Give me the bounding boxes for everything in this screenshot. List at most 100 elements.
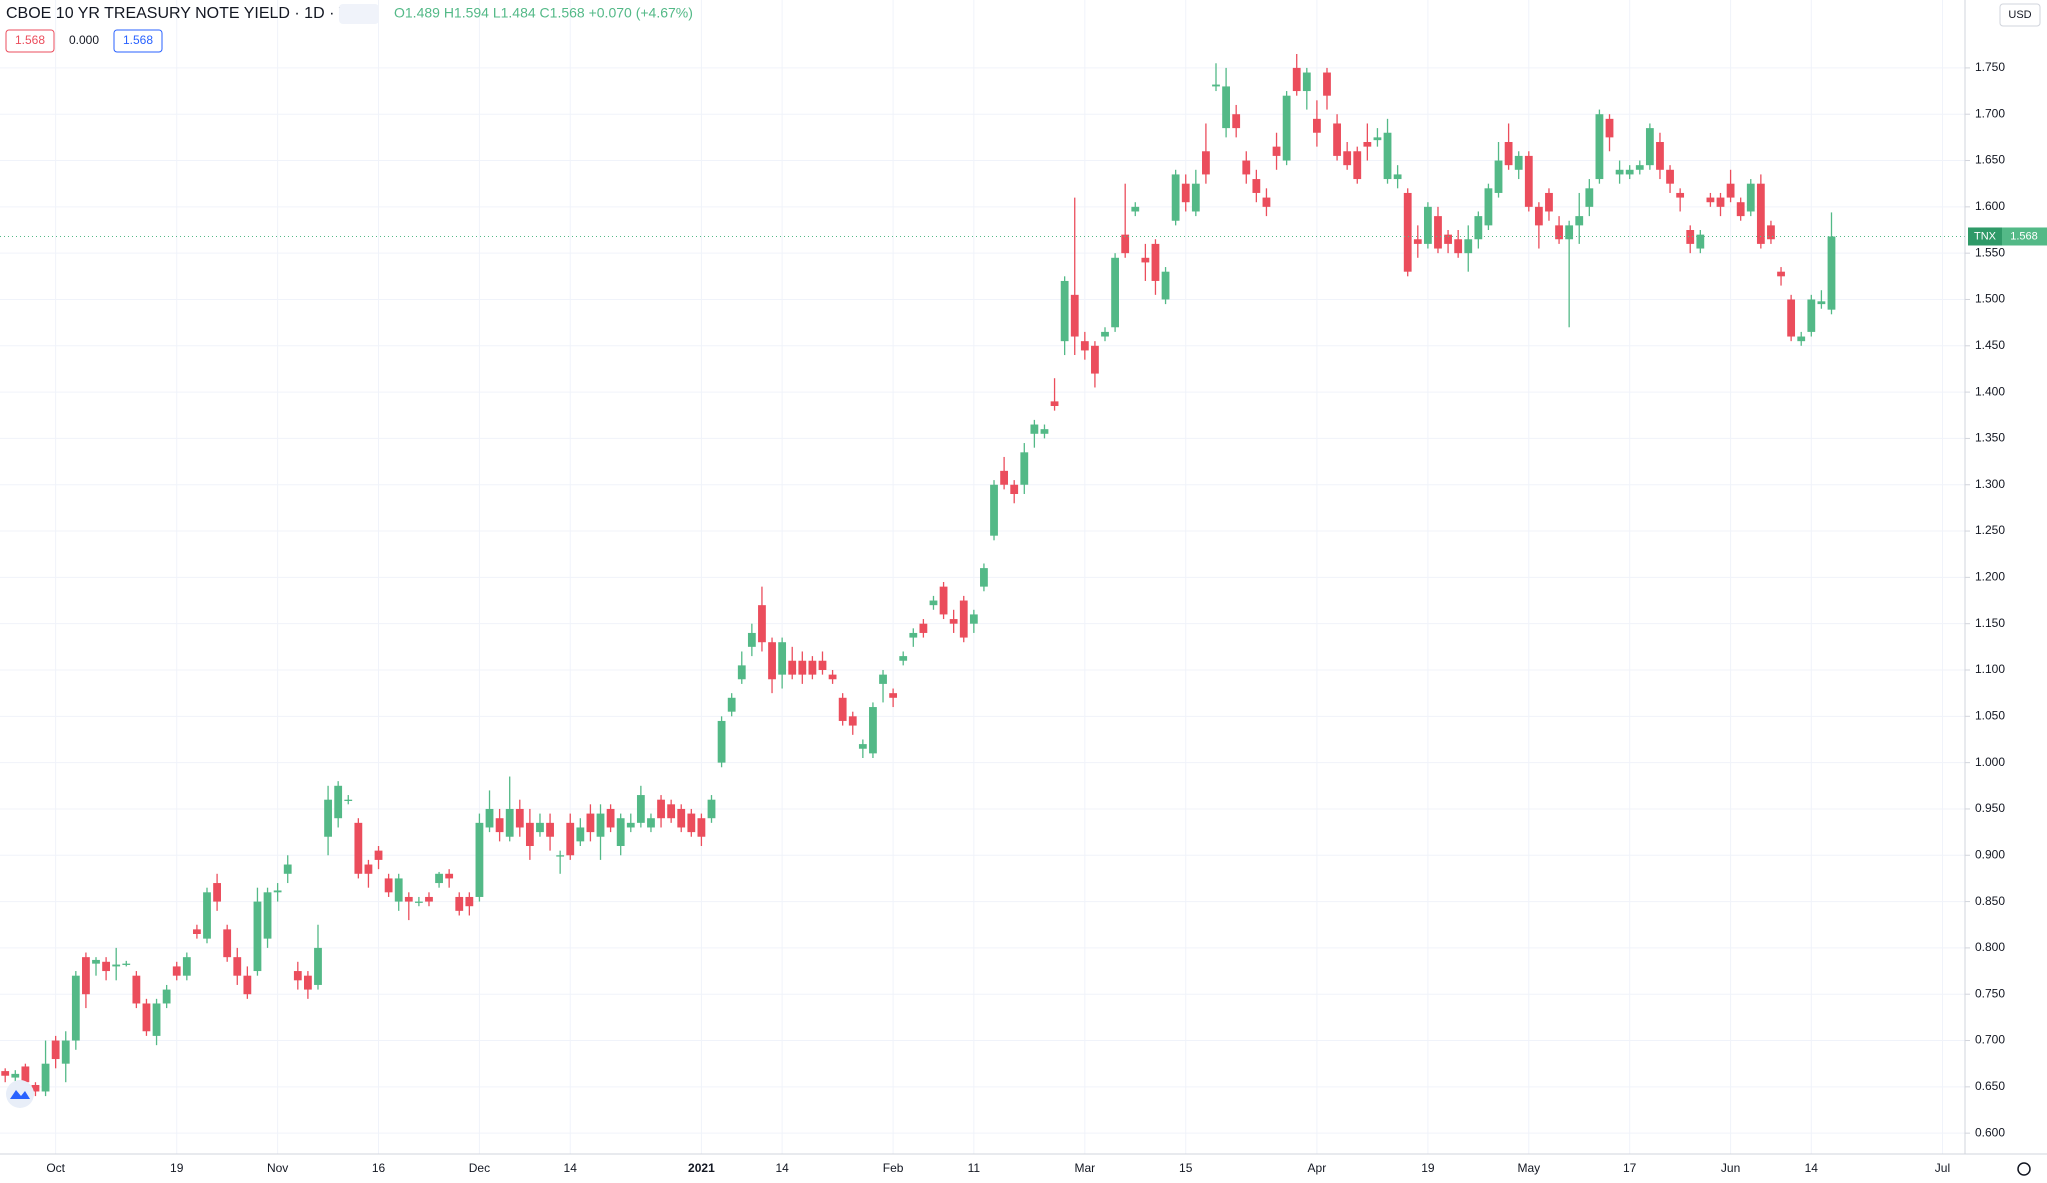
candle-body — [1212, 84, 1220, 87]
candle-body — [1232, 114, 1241, 129]
candle-body — [949, 619, 958, 624]
candle-body — [1686, 230, 1695, 244]
candle-body — [828, 674, 837, 680]
candle-body — [899, 656, 908, 661]
candle-body — [253, 901, 262, 972]
candle-body — [717, 720, 726, 763]
candle-body — [879, 674, 887, 684]
candle-body — [82, 957, 90, 995]
candle-body — [324, 799, 332, 837]
candle-body — [51, 1040, 60, 1060]
logo[interactable] — [6, 1080, 34, 1108]
candle-body — [1807, 299, 1816, 332]
chart-title: CBOE 10 YR TREASURY NOTE YIELD · 1D · TV… — [6, 5, 371, 22]
candle-body — [1666, 169, 1674, 184]
candle-body — [152, 1003, 161, 1036]
y-tick-label: 0.800 — [1975, 940, 2005, 954]
candle-body — [1242, 160, 1251, 175]
candle-body — [334, 785, 343, 819]
candle-body — [1101, 331, 1109, 337]
candle-body — [768, 642, 776, 680]
candle-body — [485, 808, 494, 828]
settings-icon[interactable] — [2017, 1162, 2031, 1176]
x-tick-label: Nov — [267, 1161, 288, 1175]
candle-body — [667, 804, 676, 819]
candle-body — [1121, 234, 1130, 254]
candle-body — [92, 959, 100, 964]
indicator-toggle[interactable] — [339, 4, 379, 24]
candle-body — [1716, 197, 1725, 207]
candle-body — [1060, 280, 1069, 342]
x-tick-label: 14 — [775, 1161, 789, 1175]
candle-body — [798, 660, 807, 675]
y-tick-label: 1.300 — [1975, 477, 2005, 491]
candle-body — [304, 975, 312, 990]
candle-body — [1827, 236, 1836, 310]
candle-body — [132, 975, 141, 1004]
candle-body — [929, 600, 938, 606]
candle-body — [586, 813, 595, 833]
x-tick-label: 15 — [1179, 1161, 1193, 1175]
candle-body — [1080, 341, 1089, 351]
candle-body — [1302, 72, 1311, 92]
x-tick-label: Dec — [469, 1161, 490, 1175]
candle-body — [1595, 114, 1604, 180]
badge: 1.568 — [15, 33, 45, 47]
candle-body — [1514, 155, 1523, 170]
candle-body — [1746, 183, 1755, 212]
candle-body — [1000, 470, 1009, 485]
candle-body — [172, 966, 181, 976]
badges: 1.568 0.000 1.568 — [5, 29, 163, 53]
candle-body — [707, 799, 716, 819]
candle-body — [1050, 401, 1059, 407]
candle-body — [677, 808, 686, 828]
candle-body — [889, 693, 898, 698]
x-tick-label: 16 — [372, 1161, 386, 1175]
candle-body — [364, 864, 373, 874]
candle-body — [1151, 243, 1160, 281]
ohlc-legend: O1.489 H1.594 L1.484 C1.568 +0.070 (+4.6… — [394, 5, 693, 21]
candle-body — [344, 799, 353, 801]
y-tick-label: 1.150 — [1975, 616, 2005, 630]
y-tick-label: 0.600 — [1975, 1125, 2005, 1139]
candle-body — [203, 892, 211, 939]
y-tick-label: 0.950 — [1975, 801, 2005, 815]
x-tick-label: Oct — [46, 1161, 65, 1175]
y-tick-label: 1.600 — [1975, 199, 2005, 213]
candle-body — [1363, 142, 1372, 147]
candle-body — [1555, 225, 1563, 240]
candle-body — [1635, 165, 1644, 170]
logo-icon — [10, 1090, 30, 1099]
y-tick-label: 1.750 — [1975, 60, 2005, 74]
candle-body — [1565, 225, 1574, 240]
candle-body — [1585, 188, 1594, 207]
x-tick-label: Feb — [883, 1161, 904, 1175]
candle-body — [1444, 234, 1452, 244]
candle-body — [1484, 188, 1493, 226]
candle-body — [1070, 294, 1079, 337]
y-tick-label: 1.350 — [1975, 431, 2005, 445]
y-tick-label: 1.100 — [1975, 662, 2005, 676]
currency-box[interactable] — [1999, 3, 2041, 27]
y-tick-label: 1.000 — [1975, 755, 2005, 769]
candle-body — [142, 1003, 151, 1032]
candle-body — [647, 818, 655, 828]
candle-body — [969, 614, 978, 624]
candle-body — [1605, 118, 1614, 138]
candle-body — [1091, 345, 1099, 374]
candle-body — [1524, 155, 1533, 207]
badge-box — [5, 29, 55, 53]
badge: 0.000 — [69, 33, 99, 47]
candle-body — [566, 822, 575, 856]
candle-body — [727, 697, 736, 712]
candle-body — [1252, 179, 1261, 193]
candle-body — [1464, 239, 1473, 254]
x-tick-label: Mar — [1074, 1161, 1095, 1175]
candle-body — [1262, 197, 1271, 207]
candle-body — [697, 818, 706, 837]
candle-body — [31, 1084, 40, 1092]
candle-body — [425, 896, 433, 902]
candle-body — [1706, 197, 1715, 203]
candle-body — [1181, 183, 1190, 203]
